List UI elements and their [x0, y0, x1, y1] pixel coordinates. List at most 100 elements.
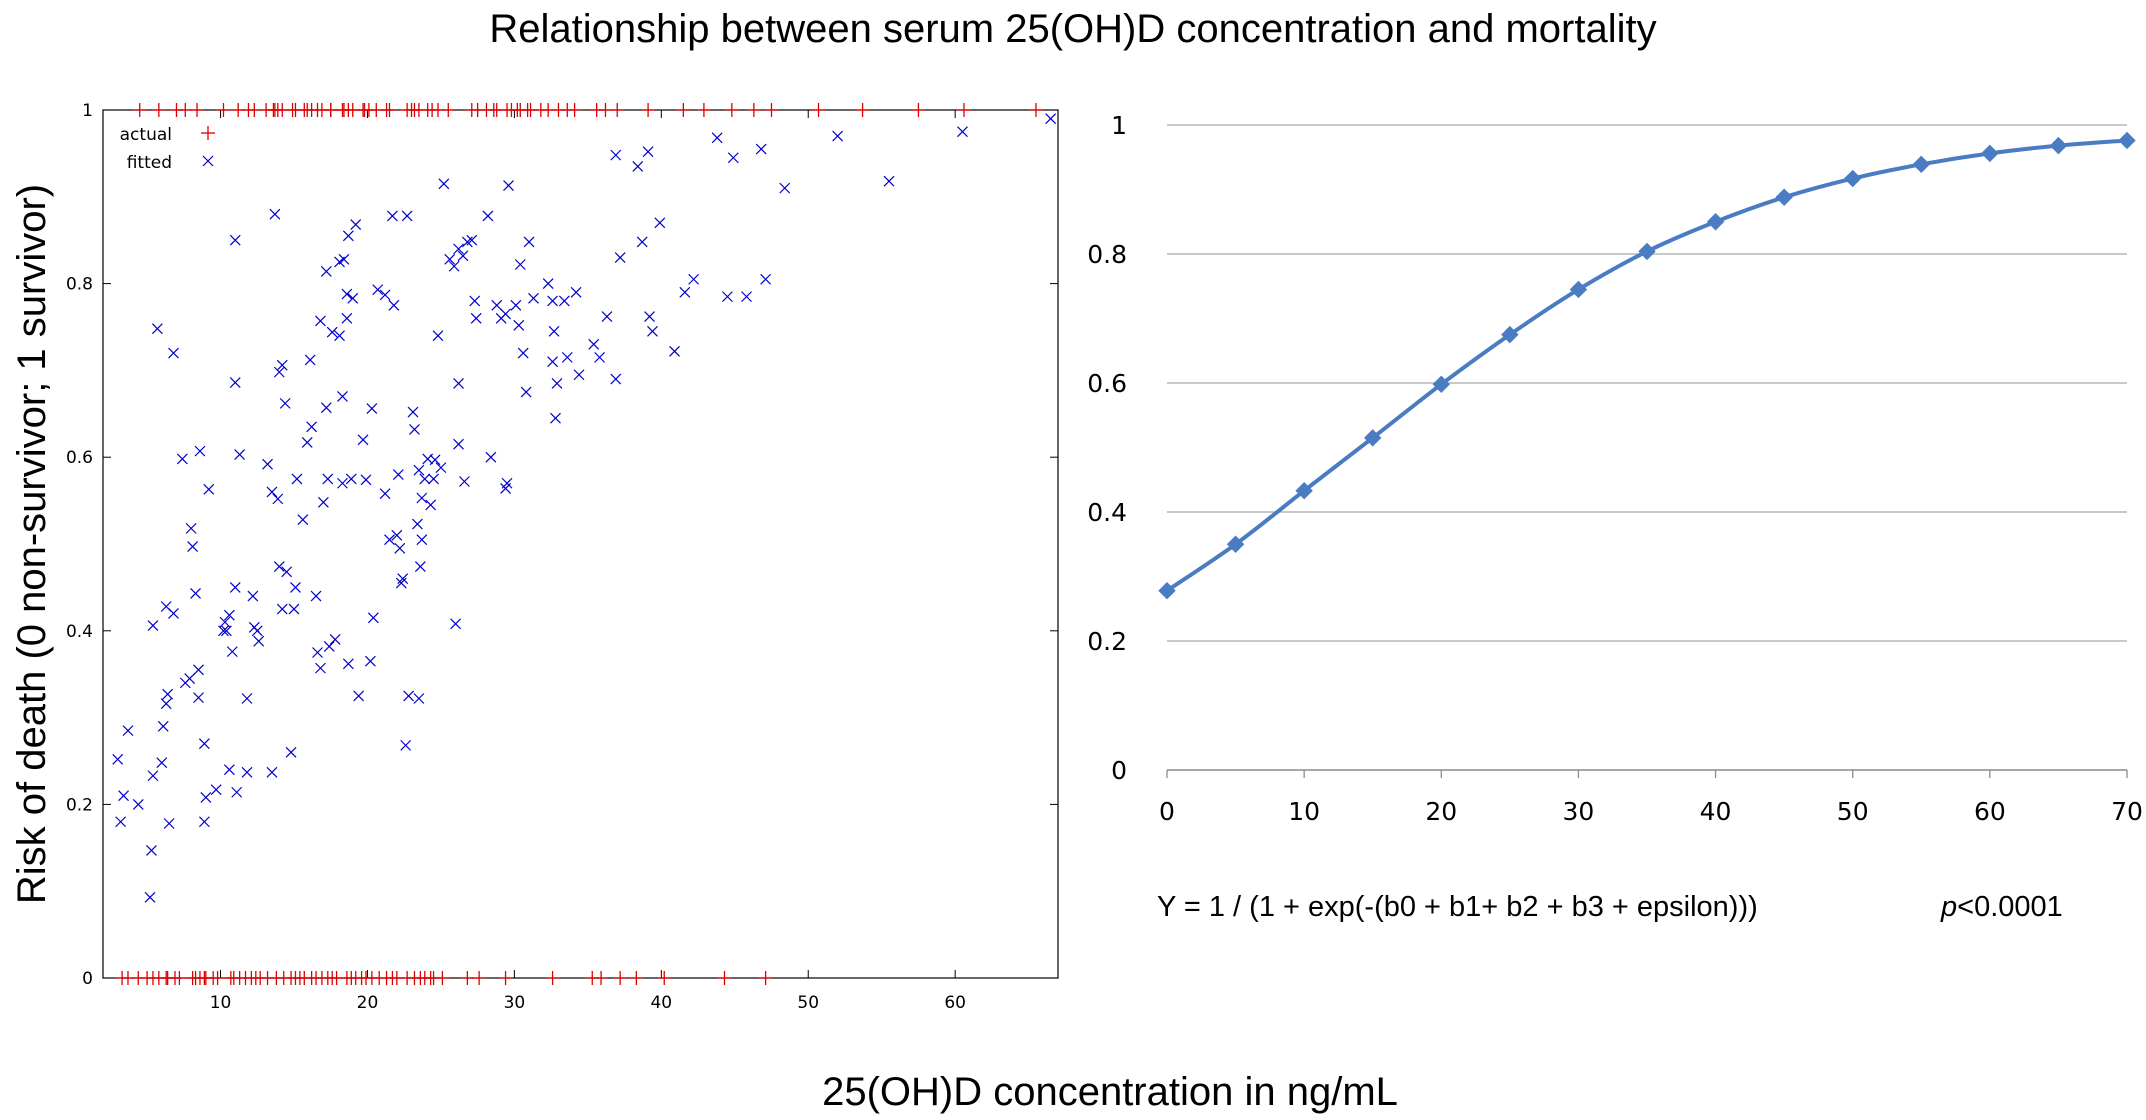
fitted-point	[218, 625, 229, 637]
fitted-point	[194, 445, 206, 457]
fitted-point	[407, 406, 419, 418]
fitted-point	[832, 130, 844, 142]
actual-point	[696, 103, 711, 117]
fitted-point	[669, 345, 680, 357]
fitted-point	[647, 325, 658, 337]
fitted-point	[193, 692, 204, 704]
fitted-point	[288, 603, 300, 615]
fitted-point	[198, 816, 210, 828]
fitted-point	[297, 514, 309, 526]
actual-point	[270, 103, 285, 117]
fitted-point	[350, 219, 362, 231]
fitted-point	[326, 326, 338, 338]
fitted-point	[416, 534, 428, 546]
curve-x-tick-label: 30	[1563, 797, 1595, 826]
fitted-point	[334, 330, 345, 342]
fitted-point	[883, 175, 895, 187]
fitted-point	[679, 286, 691, 298]
actual-point	[464, 103, 479, 117]
fitted-point	[226, 646, 238, 658]
fitted-point	[435, 462, 447, 474]
fitted-point	[614, 252, 626, 263]
fitted-point	[320, 266, 332, 277]
fitted-point	[337, 477, 348, 489]
scatter-legend: actual fitted	[120, 125, 215, 173]
fitted-point	[513, 319, 525, 331]
fitted-point	[147, 770, 159, 782]
fitted-point	[179, 677, 191, 689]
fitted-point	[482, 210, 494, 222]
curve-panel: 0 10 20 30 40 50 60 70 0 0.2 0.4 0.6 0.8 1 Y = 1 / (1…	[1087, 111, 2143, 923]
actual-point	[425, 103, 440, 117]
fitted-point	[403, 690, 415, 702]
curve-point	[1501, 325, 1519, 344]
fitted-point	[425, 499, 437, 511]
fitted-point	[384, 534, 395, 546]
fitted-point	[272, 493, 284, 505]
fitted-point	[266, 766, 278, 778]
fitted-point	[291, 473, 303, 485]
fitted-point	[1045, 113, 1057, 125]
actual-point	[407, 103, 422, 117]
fitted-point	[413, 464, 425, 476]
fitted-point	[394, 542, 406, 554]
fitted-point	[320, 402, 332, 414]
actual-point	[545, 971, 560, 985]
actual-point	[613, 971, 628, 985]
scatter-x-tick-label: 10	[210, 993, 232, 1013]
fitted-point	[450, 618, 462, 630]
fitted-point	[241, 693, 253, 704]
fitted-point	[721, 291, 733, 303]
fitted-point	[379, 289, 391, 301]
actual-point	[169, 103, 184, 117]
fitted-point	[122, 725, 134, 737]
fitted-point	[185, 522, 197, 534]
fitted-point	[372, 284, 384, 296]
actual-point	[247, 103, 262, 117]
fitted-point	[558, 295, 570, 307]
fitted-point	[387, 210, 398, 222]
fitted-point	[453, 243, 464, 255]
fitted-point	[395, 577, 407, 589]
fitted-point	[364, 655, 376, 667]
fitted-point	[601, 311, 613, 323]
legend-actual-marker	[201, 126, 215, 140]
fitted-point	[514, 259, 526, 270]
scatter-y-tick-label: 1	[82, 101, 93, 121]
fitted-point	[469, 295, 481, 307]
actual-point	[610, 103, 625, 117]
fitted-point	[285, 746, 297, 758]
actual-point	[151, 103, 166, 117]
fitted-point	[317, 496, 329, 508]
actual-point	[300, 103, 315, 117]
fitted-point	[210, 784, 222, 796]
fitted-point	[573, 369, 585, 381]
fitted-point	[329, 634, 341, 645]
fitted-point	[163, 818, 175, 829]
actual-point	[379, 971, 394, 985]
actual-point	[210, 971, 225, 985]
legend-fitted-marker	[202, 155, 214, 167]
fitted-point	[561, 351, 573, 363]
fitted-point	[266, 486, 278, 498]
fitted-point	[547, 295, 559, 307]
fitted-point	[632, 160, 644, 172]
fitted-point	[610, 373, 622, 385]
fitted-points	[112, 113, 1057, 903]
fitted-point	[341, 288, 353, 300]
scatter-y-tick-label: 0.6	[66, 448, 93, 468]
actual-point	[216, 103, 231, 117]
scatter-y-tick-label: 0.4	[66, 622, 93, 642]
fitted-point	[550, 412, 561, 424]
actual-point	[560, 103, 575, 117]
actual-point	[541, 103, 556, 117]
fitted-point	[198, 738, 210, 750]
fitted-point	[187, 541, 199, 553]
fitted-point	[610, 149, 622, 161]
fitted-point	[547, 356, 559, 368]
actual-rug-marks	[115, 103, 1043, 985]
fitted-point	[345, 473, 357, 485]
fitted-point	[588, 338, 600, 350]
fitted-point	[470, 312, 482, 324]
p-value-symbol: p	[1940, 891, 1957, 923]
